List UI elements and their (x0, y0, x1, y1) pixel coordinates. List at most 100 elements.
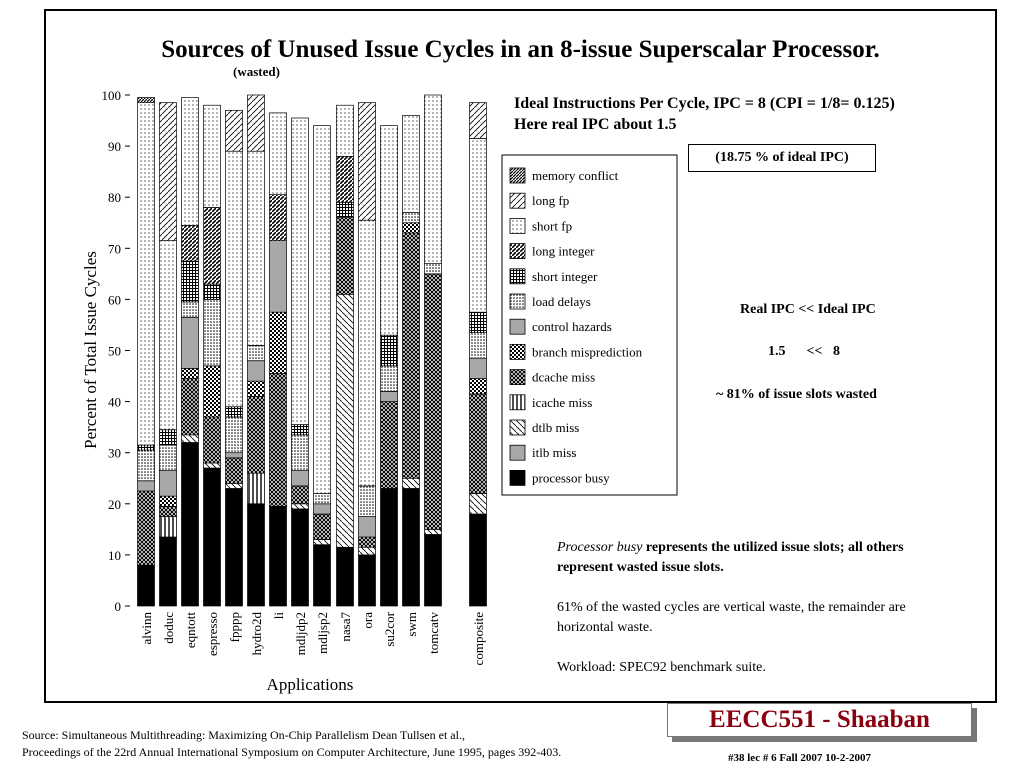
bar-segment (225, 406, 243, 418)
bar-segment (181, 97, 199, 226)
y-tick-label: 60 (108, 292, 121, 307)
x-tick-label: tomcatv (426, 612, 441, 654)
y-tick-label: 70 (108, 241, 121, 256)
bar-segment (313, 544, 331, 607)
bar-segment (181, 368, 199, 379)
bar-segment (203, 467, 221, 607)
bar-segment (358, 554, 376, 607)
bar-segment (225, 109, 243, 152)
legend-label: short fp (532, 218, 572, 233)
real-ideal-line1: Real IPC << Ideal IPC (740, 302, 876, 317)
bar-segment (159, 429, 177, 446)
x-tick-label: mdljdp2 (293, 612, 308, 655)
x-tick-label: eqntott (183, 612, 198, 648)
bar-segment (469, 493, 487, 515)
bar-segment (424, 263, 442, 275)
slide-title: Sources of Unused Issue Cycles in an 8-i… (161, 36, 880, 63)
bar-segment (137, 564, 155, 607)
y-tick-label: 20 (108, 497, 121, 512)
bar-segment (247, 380, 265, 397)
bar-segment (380, 365, 398, 392)
bar-segment (380, 391, 398, 402)
bar-segment (424, 94, 442, 264)
bar-segment (402, 477, 420, 489)
x-tick-label: fpppp (227, 612, 242, 642)
legend-label: control hazards (532, 319, 612, 334)
legend-swatch (509, 167, 526, 184)
ipc-text: Ideal Instructions Per Cycle, IPC = 8 (C… (514, 93, 895, 135)
legend-label: branch misprediction (532, 344, 643, 359)
slide-frame (44, 9, 997, 703)
real-ideal-line2: 1.5 << 8 (768, 344, 840, 359)
bar-segment (336, 217, 354, 295)
ipc-percent-box: (18.75 % of ideal IPC) (688, 144, 876, 172)
bar-segment (203, 104, 221, 208)
bar-segment (247, 503, 265, 607)
ipc-line2: Here real IPC about 1.5 (514, 116, 677, 133)
bar-segment (358, 102, 376, 221)
x-tick-label: espresso (205, 612, 220, 656)
bar-segment (247, 396, 265, 474)
bar-segment (269, 506, 287, 607)
bar-segment (137, 97, 155, 104)
y-tick-label: 30 (108, 446, 121, 461)
y-tick-label: 90 (108, 139, 121, 154)
legend-label: processor busy (532, 470, 610, 485)
bar-segment (336, 546, 354, 607)
bar-segment (137, 490, 155, 566)
legend-label: memory conflict (532, 168, 619, 183)
legend-swatch (509, 394, 526, 411)
x-tick-label: alvinn (139, 612, 154, 645)
bar-segment (402, 222, 420, 234)
bar-segment (181, 224, 199, 262)
x-tick-label: li (271, 612, 286, 620)
bar-segment (291, 503, 309, 510)
legend-label: long integer (532, 244, 595, 259)
bar-segment (469, 357, 487, 379)
x-tick-label: hydro2d (249, 612, 264, 656)
bar-segment (137, 444, 155, 451)
bar-segment (203, 207, 221, 285)
bar-segment (225, 452, 243, 459)
bar-segment (159, 444, 177, 471)
bar-segment (402, 115, 420, 213)
bar-segment (181, 434, 199, 443)
bar-segment (159, 102, 177, 241)
bar-segment (402, 488, 420, 607)
x-tick-label: nasa7 (338, 612, 353, 642)
legend-label: dtlb miss (532, 420, 579, 435)
bar-segment (181, 378, 199, 436)
bar-segment (181, 301, 199, 318)
bar-segment (469, 393, 487, 494)
legend-swatch (509, 217, 526, 234)
bar-segment (159, 536, 177, 607)
bar-segment (269, 311, 287, 374)
bar-segment (358, 546, 376, 556)
bar-segment (358, 219, 376, 487)
legend-swatch (509, 343, 526, 360)
ipc-line1: Ideal Instructions Per Cycle, IPC = 8 (C… (514, 95, 895, 112)
bar-segment (469, 513, 487, 607)
bar-segment (313, 125, 331, 494)
legend-box (501, 154, 678, 496)
source-line2: Proceedings of the 22rd Annual Internati… (22, 745, 562, 759)
bar-segment (291, 508, 309, 607)
real-ideal-line3: ~ 81% of issue slots wasted (716, 387, 877, 402)
bar-segment (313, 503, 331, 515)
bar-segment (181, 316, 199, 369)
bar-segment (159, 470, 177, 497)
bar-segment (203, 365, 221, 418)
legend-swatch (509, 318, 526, 335)
y-axis-label: Percent of Total Issue Cycles (81, 251, 100, 449)
bar-segment (358, 536, 376, 548)
x-tick-label: composite (471, 612, 486, 666)
bar-segment (336, 155, 354, 203)
legend-swatch (509, 243, 526, 260)
legend-swatch (509, 419, 526, 436)
processor-busy-rest: represents the utilized issue slots; all… (557, 540, 904, 575)
bar-segment (225, 457, 243, 484)
legend-swatch (509, 469, 526, 486)
bar-segment (247, 150, 265, 346)
bar-segment (137, 102, 155, 446)
